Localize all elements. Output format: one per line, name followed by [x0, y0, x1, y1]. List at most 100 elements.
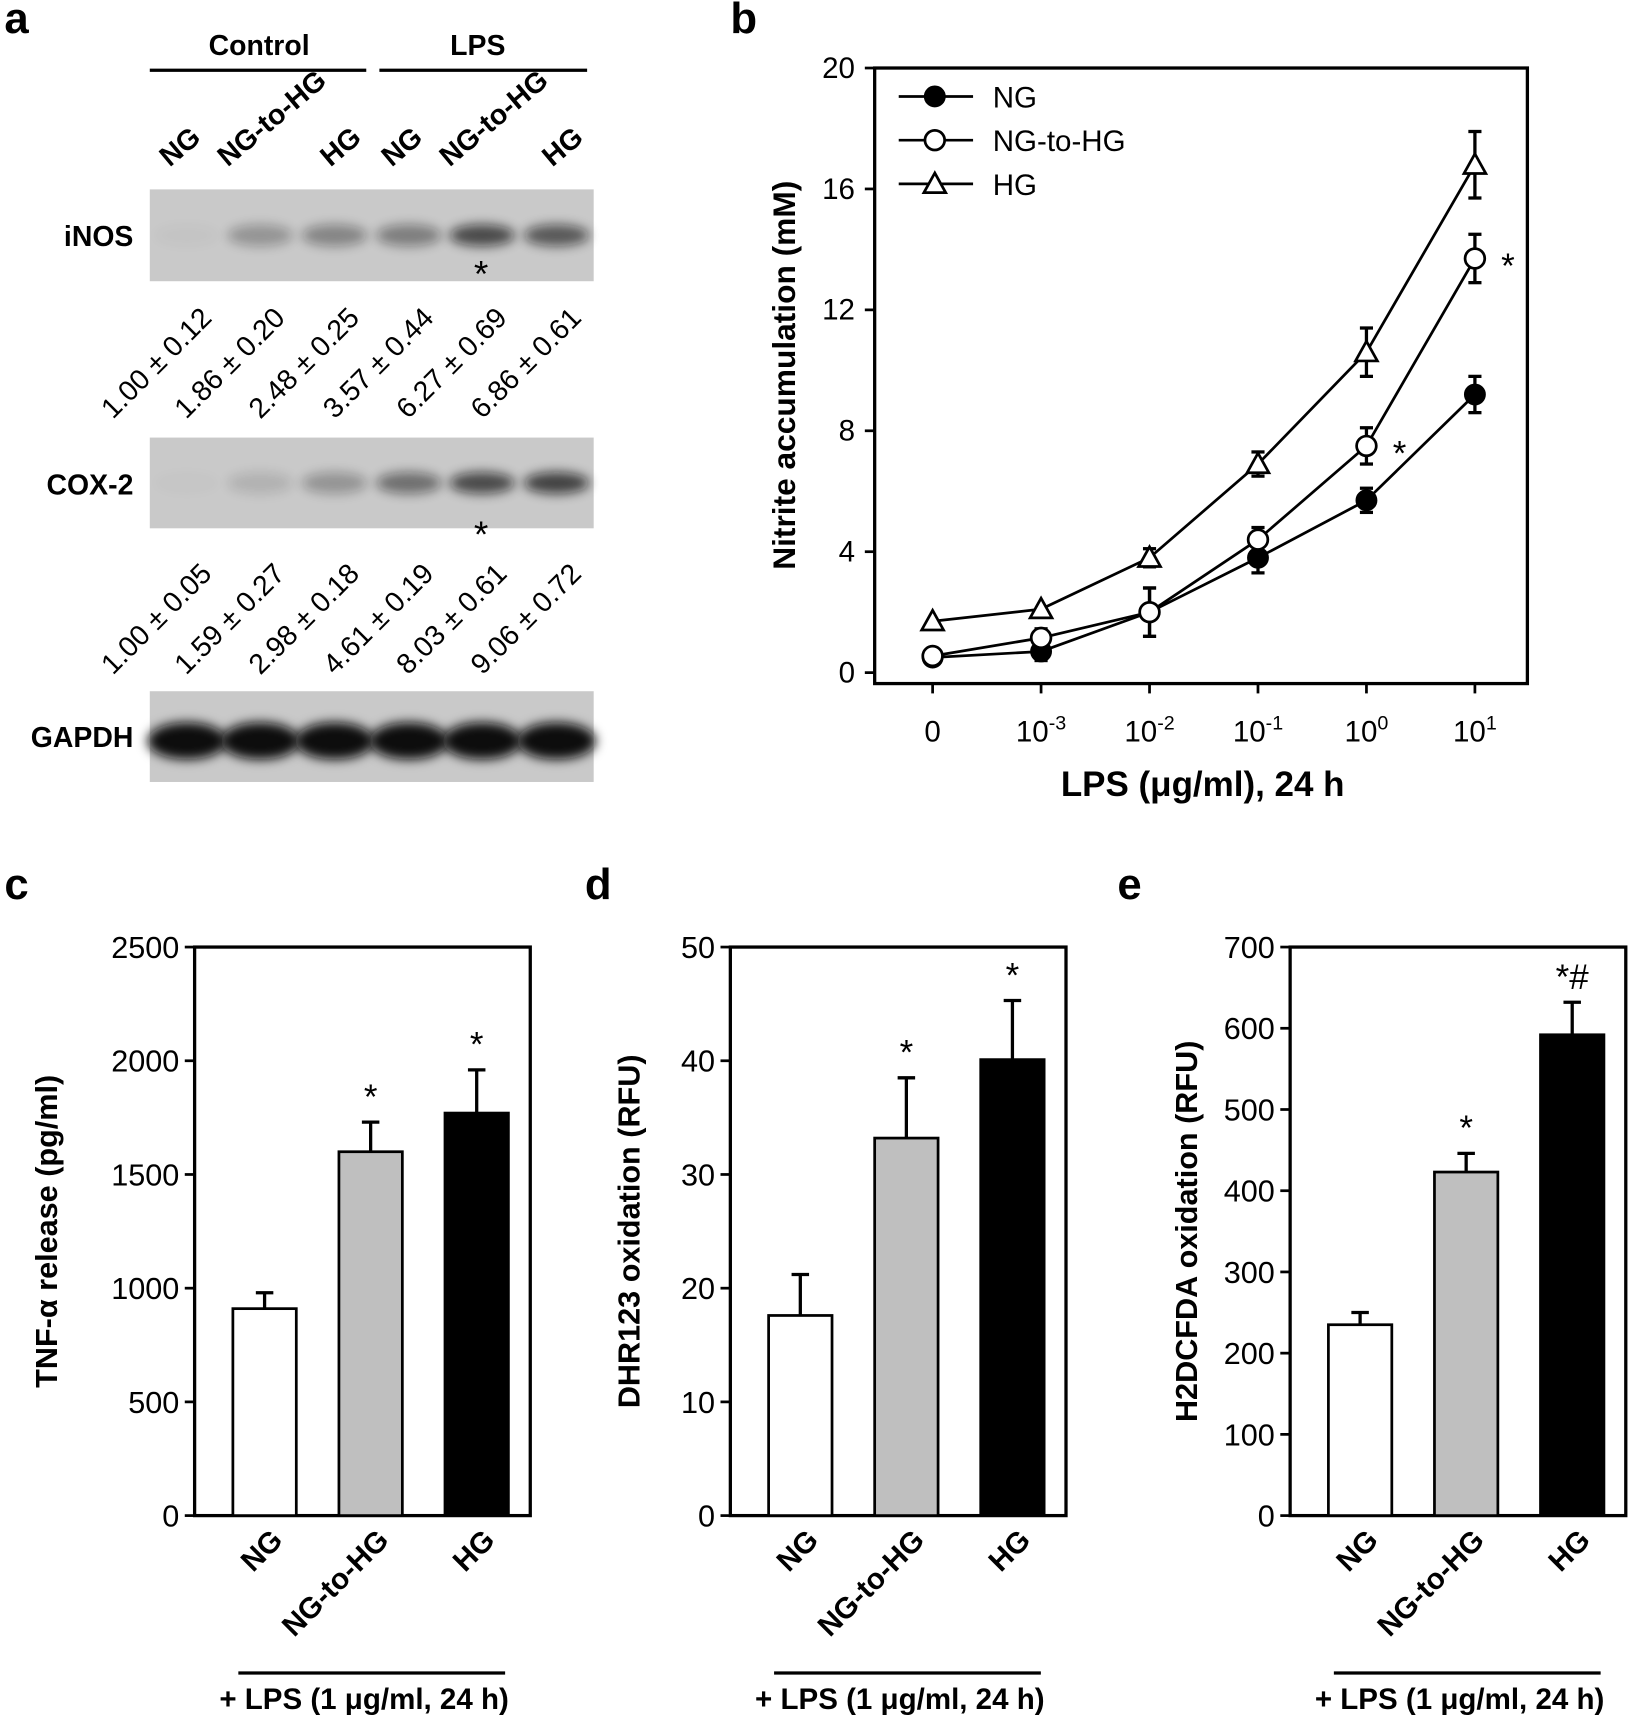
protein-band: [517, 722, 596, 760]
y-tick-label: 0: [839, 656, 855, 689]
lane-label: NG: [376, 121, 429, 173]
significance-marker: *: [470, 1026, 484, 1065]
y-tick-label: 12: [822, 294, 855, 327]
blot-label: iNOS: [64, 221, 133, 253]
category-label: NG: [235, 1523, 290, 1578]
x-tick-exponent: 0: [1377, 712, 1388, 734]
h2dcfda-bar-chart: 0 100 200 300 400 500 600 700 H2DCFDA oxidation …: [1170, 931, 1628, 1716]
lane-label: HG: [314, 121, 367, 173]
bar-ng: [767, 1314, 834, 1517]
category-label: HG: [1542, 1523, 1597, 1578]
significance-star: *: [474, 513, 488, 555]
y-tick-label: 40: [681, 1045, 715, 1079]
y-tick-label: 0: [698, 1500, 715, 1534]
group-label-control: Control: [209, 30, 310, 62]
blot-label: GAPDH: [31, 722, 134, 754]
x-tick-exponent: -3: [1049, 712, 1067, 734]
significance-star: *: [1393, 435, 1407, 474]
legend-label: NG: [993, 81, 1037, 114]
bar-ng: [1327, 1323, 1394, 1517]
y-tick-label: 300: [1224, 1256, 1275, 1290]
legend-label: NG-to-HG: [993, 125, 1126, 158]
data-point: [1355, 489, 1378, 512]
y-tick-label: 2000: [111, 1045, 179, 1079]
dhr123-bar-chart: 0 10 20 30 40 50 DHR123 oxidation (RFU) NG * NG-t…: [613, 931, 1068, 1716]
data-point: [1355, 434, 1378, 458]
legend-marker: [923, 85, 946, 108]
panel-label-d: d: [585, 860, 612, 909]
y-tick-label: 10: [681, 1386, 715, 1420]
legend-marker: [921, 170, 949, 195]
category-label: HG: [447, 1523, 502, 1578]
group-label: + LPS (1 μg/ml, 24 h): [755, 1683, 1045, 1716]
lane-label: NG-to-HG: [212, 64, 333, 173]
significance-marker: *: [364, 1078, 378, 1117]
y-tick-label: 0: [162, 1500, 179, 1534]
y-tick-label: 50: [681, 931, 715, 965]
x-tick-label: 101: [1453, 712, 1497, 748]
data-point: [1353, 338, 1380, 363]
data-point: [1461, 151, 1489, 175]
significance-star: *: [474, 253, 488, 295]
protein-band: [227, 472, 294, 494]
y-tick-label: 500: [1224, 1093, 1275, 1127]
y-tick-label: 500: [128, 1386, 179, 1420]
bar-hg: [1539, 1033, 1606, 1517]
y-tick-label: 20: [822, 52, 855, 85]
category-label: NG-to-HG: [811, 1523, 931, 1643]
data-point: [1027, 595, 1055, 620]
plot-frame: [873, 66, 1530, 686]
x-tick-base: 10: [1233, 716, 1266, 749]
series-ng-to-hg: [921, 232, 1487, 668]
protein-band: [295, 722, 374, 760]
category-label: NG: [1330, 1523, 1385, 1578]
y-tick-label: 16: [822, 173, 855, 206]
bar-ng-to-hg: [337, 1150, 404, 1517]
x-tick-label: 10-2: [1124, 712, 1174, 748]
panel-label-a: a: [4, 0, 29, 43]
x-tick-base: 10: [1453, 716, 1486, 749]
protein-band: [376, 224, 442, 247]
y-tick-label: 400: [1224, 1175, 1275, 1209]
series-line: [932, 257, 1477, 658]
protein-band: [154, 472, 220, 494]
legend-label: HG: [993, 169, 1037, 202]
y-tick-label: 700: [1224, 931, 1275, 965]
data-point: [1029, 626, 1053, 650]
lane-label: NG-to-HG: [434, 64, 555, 173]
y-tick-label: 20: [681, 1272, 715, 1306]
significance-marker: *#: [1556, 958, 1590, 997]
data-point: [921, 644, 944, 668]
bar-hg: [979, 1058, 1046, 1517]
x-tick-label: 100: [1345, 712, 1389, 748]
series-hg: [919, 129, 1489, 632]
significance-marker: *: [1459, 1109, 1473, 1148]
category-label: NG-to-HG: [1371, 1523, 1491, 1643]
data-point: [1463, 247, 1487, 270]
significance-marker: *: [1006, 956, 1020, 995]
protein-band: [523, 224, 590, 247]
blot-membrane: [149, 189, 594, 282]
protein-band: [449, 472, 515, 494]
legend-marker: [923, 128, 947, 152]
y-tick-label: 2500: [111, 931, 179, 965]
protein-band: [523, 472, 590, 494]
category-label: NG: [770, 1523, 825, 1578]
category-label: HG: [982, 1523, 1037, 1578]
x-axis-title: LPS (μg/ml), 24 h: [1061, 765, 1345, 804]
x-tick-exponent: -1: [1266, 712, 1284, 734]
lane-label: NG: [154, 121, 207, 173]
y-axis-title: TNF-α release (pg/ml): [30, 1075, 64, 1388]
x-tick-label: 10-1: [1233, 712, 1283, 748]
blot-membrane: [149, 437, 594, 529]
panel-label-c: c: [4, 860, 28, 909]
protein-band: [376, 472, 442, 494]
x-tick-base: 10: [1124, 716, 1157, 749]
y-axis-title: H2DCFDA oxidation (RFU): [1170, 1041, 1204, 1422]
y-tick-label: 200: [1224, 1337, 1275, 1371]
blot-label: COX-2: [47, 469, 134, 501]
y-tick-label: 1000: [111, 1272, 179, 1306]
data-point: [1244, 450, 1272, 475]
panel-label-e: e: [1117, 860, 1141, 909]
